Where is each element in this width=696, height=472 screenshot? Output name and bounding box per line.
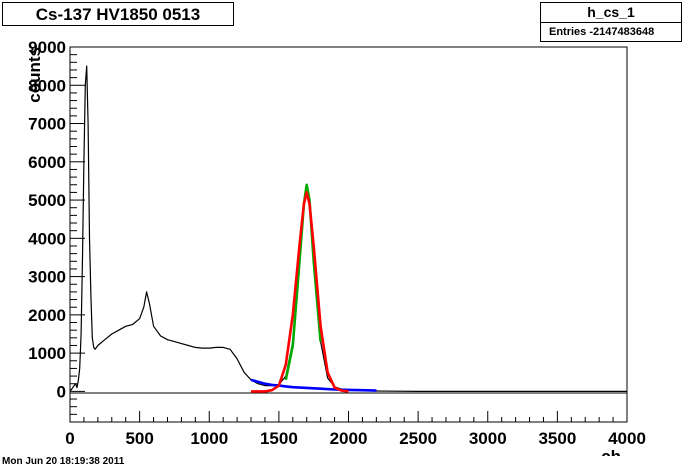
x-axis-label: ch (601, 447, 621, 456)
stats-histogram-name: h_cs_1 (541, 3, 681, 23)
series-line-0 (69, 65, 627, 392)
x-tick-label: 1500 (260, 429, 298, 448)
y-tick-label: 9000 (28, 38, 66, 57)
series-layer (69, 65, 627, 393)
chart-title: Cs-137 HV1850 0513 (35, 5, 201, 24)
x-tick-label: 3000 (469, 429, 507, 448)
stats-entries: Entries -2147483648 (549, 26, 655, 38)
x-tick-label: 3500 (538, 429, 576, 448)
y-tick-label: 3000 (28, 268, 66, 287)
x-tick-label: 500 (125, 429, 153, 448)
x-tick-label: 2000 (330, 429, 368, 448)
y-axis-ticks: 0 1000 2000 3000 4000 5000 6000 7000 8000 9000 (28, 38, 85, 423)
x-axis-ticks: 0 500 1000 1500 2000 2500 3000 3500 4000 (65, 411, 646, 448)
x-tick-label: 0 (65, 429, 74, 448)
x-tick-label: 4000 (608, 429, 646, 448)
stats-box: h_cs_1 Entries -2147483648 (540, 2, 682, 42)
series-line-3 (251, 191, 349, 393)
y-tick-label: 8000 (28, 76, 66, 95)
y-tick-label: 4000 (28, 229, 66, 248)
plot-frame (69, 46, 628, 423)
y-tick-label: 1000 (28, 344, 66, 363)
timestamp-footer: Mon Jun 20 18:19:38 2011 (2, 456, 125, 467)
y-tick-label: 0 (57, 382, 66, 401)
series-line-2 (250, 378, 377, 392)
y-axis-label: counts (25, 47, 44, 103)
y-tick-label: 7000 (28, 115, 66, 134)
y-tick-label: 6000 (28, 153, 66, 172)
y-tick-label: 2000 (28, 306, 66, 325)
y-tick-label: 5000 (28, 191, 66, 210)
chart-title-box: Cs-137 HV1850 0513 (2, 2, 234, 26)
x-tick-label: 2500 (399, 429, 437, 448)
x-tick-label: 1000 (190, 429, 228, 448)
histogram-plot: 0 500 1000 1500 2000 2500 3000 3500 4000 0 1000 20… (25, 38, 646, 456)
